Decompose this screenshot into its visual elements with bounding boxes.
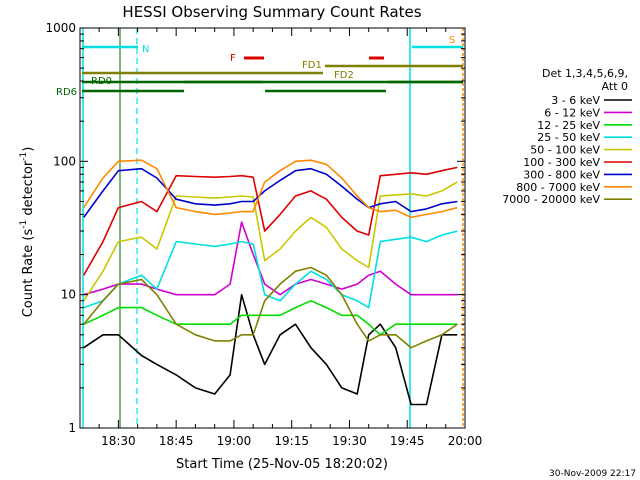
series-line (83, 293, 458, 406)
x-tick-label: 18:45 (159, 434, 194, 448)
series-line (83, 230, 458, 309)
x-tick-label: 19:15 (274, 434, 309, 448)
y-axis-label: Count Rate (s-1 detector-1) (19, 147, 36, 318)
y-tick-label: 100 (53, 154, 76, 168)
y-axis-label-part: Count Rate (s (21, 229, 36, 318)
y-tick-label: 10 (61, 288, 76, 302)
legend-label: 12 - 25 keV (537, 119, 600, 132)
plot-frame (79, 27, 466, 429)
x-tick-label: 19:45 (390, 434, 425, 448)
legend-header: Att 0 (602, 80, 628, 93)
annotation-layer: N F FD1 FD2 S RD0 RD6 (56, 28, 464, 428)
series-layer (83, 159, 458, 406)
legend-label: 50 - 100 keV (530, 144, 600, 157)
y-axis-label-part: ) (21, 147, 36, 152)
y-axis-label-part: detector (21, 160, 36, 220)
legend-label: 100 - 300 keV (523, 156, 600, 169)
state-label: RD6 (56, 87, 77, 98)
x-tick-label: 18:30 (101, 434, 136, 448)
x-tick-label: 19:30 (332, 434, 367, 448)
x-tick-label: 19:00 (217, 434, 252, 448)
state-label: RD0 (91, 76, 112, 87)
state-label: S (449, 35, 455, 46)
series-line (83, 299, 458, 336)
y-tick-label: 1000 (45, 21, 76, 35)
y-axis-label-exponent: -1 (19, 152, 29, 161)
x-tick-label: 20:00 (448, 434, 483, 448)
footer-timestamp: 30-Nov-2009 22:17 (549, 469, 636, 479)
series-line (83, 221, 458, 296)
axis-layer: 1 10 100 1000 18:30 18:45 19:00 19:15 19:30 19:45… (45, 21, 482, 448)
state-label: F (230, 53, 236, 64)
series-line (83, 159, 458, 219)
x-axis-label: Start Time (25-Nov-05 18:20:02) (176, 457, 388, 472)
state-label: FD1 (302, 60, 322, 71)
legend-label: 3 - 6 keV (551, 94, 600, 107)
series-line (83, 167, 458, 218)
legend-label: 6 - 12 keV (544, 106, 600, 119)
legend-label: 7000 - 20000 keV (502, 193, 600, 206)
legend-header: Det 1,3,4,5,6,9, (542, 67, 628, 80)
legend-label: 300 - 800 keV (523, 168, 600, 181)
y-tick-label: 1 (68, 421, 76, 435)
series-line (83, 166, 458, 276)
state-label: N (142, 44, 149, 55)
chart-title: HESSI Observing Summary Count Rates (122, 3, 421, 21)
legend-label: 800 - 7000 keV (516, 181, 600, 194)
plot-border (79, 27, 466, 429)
legend-label: 25 - 50 keV (537, 131, 600, 144)
series-line (83, 266, 458, 349)
state-label: FD2 (334, 70, 354, 81)
series-line (83, 181, 458, 302)
y-axis-label-exponent: -1 (19, 220, 29, 229)
